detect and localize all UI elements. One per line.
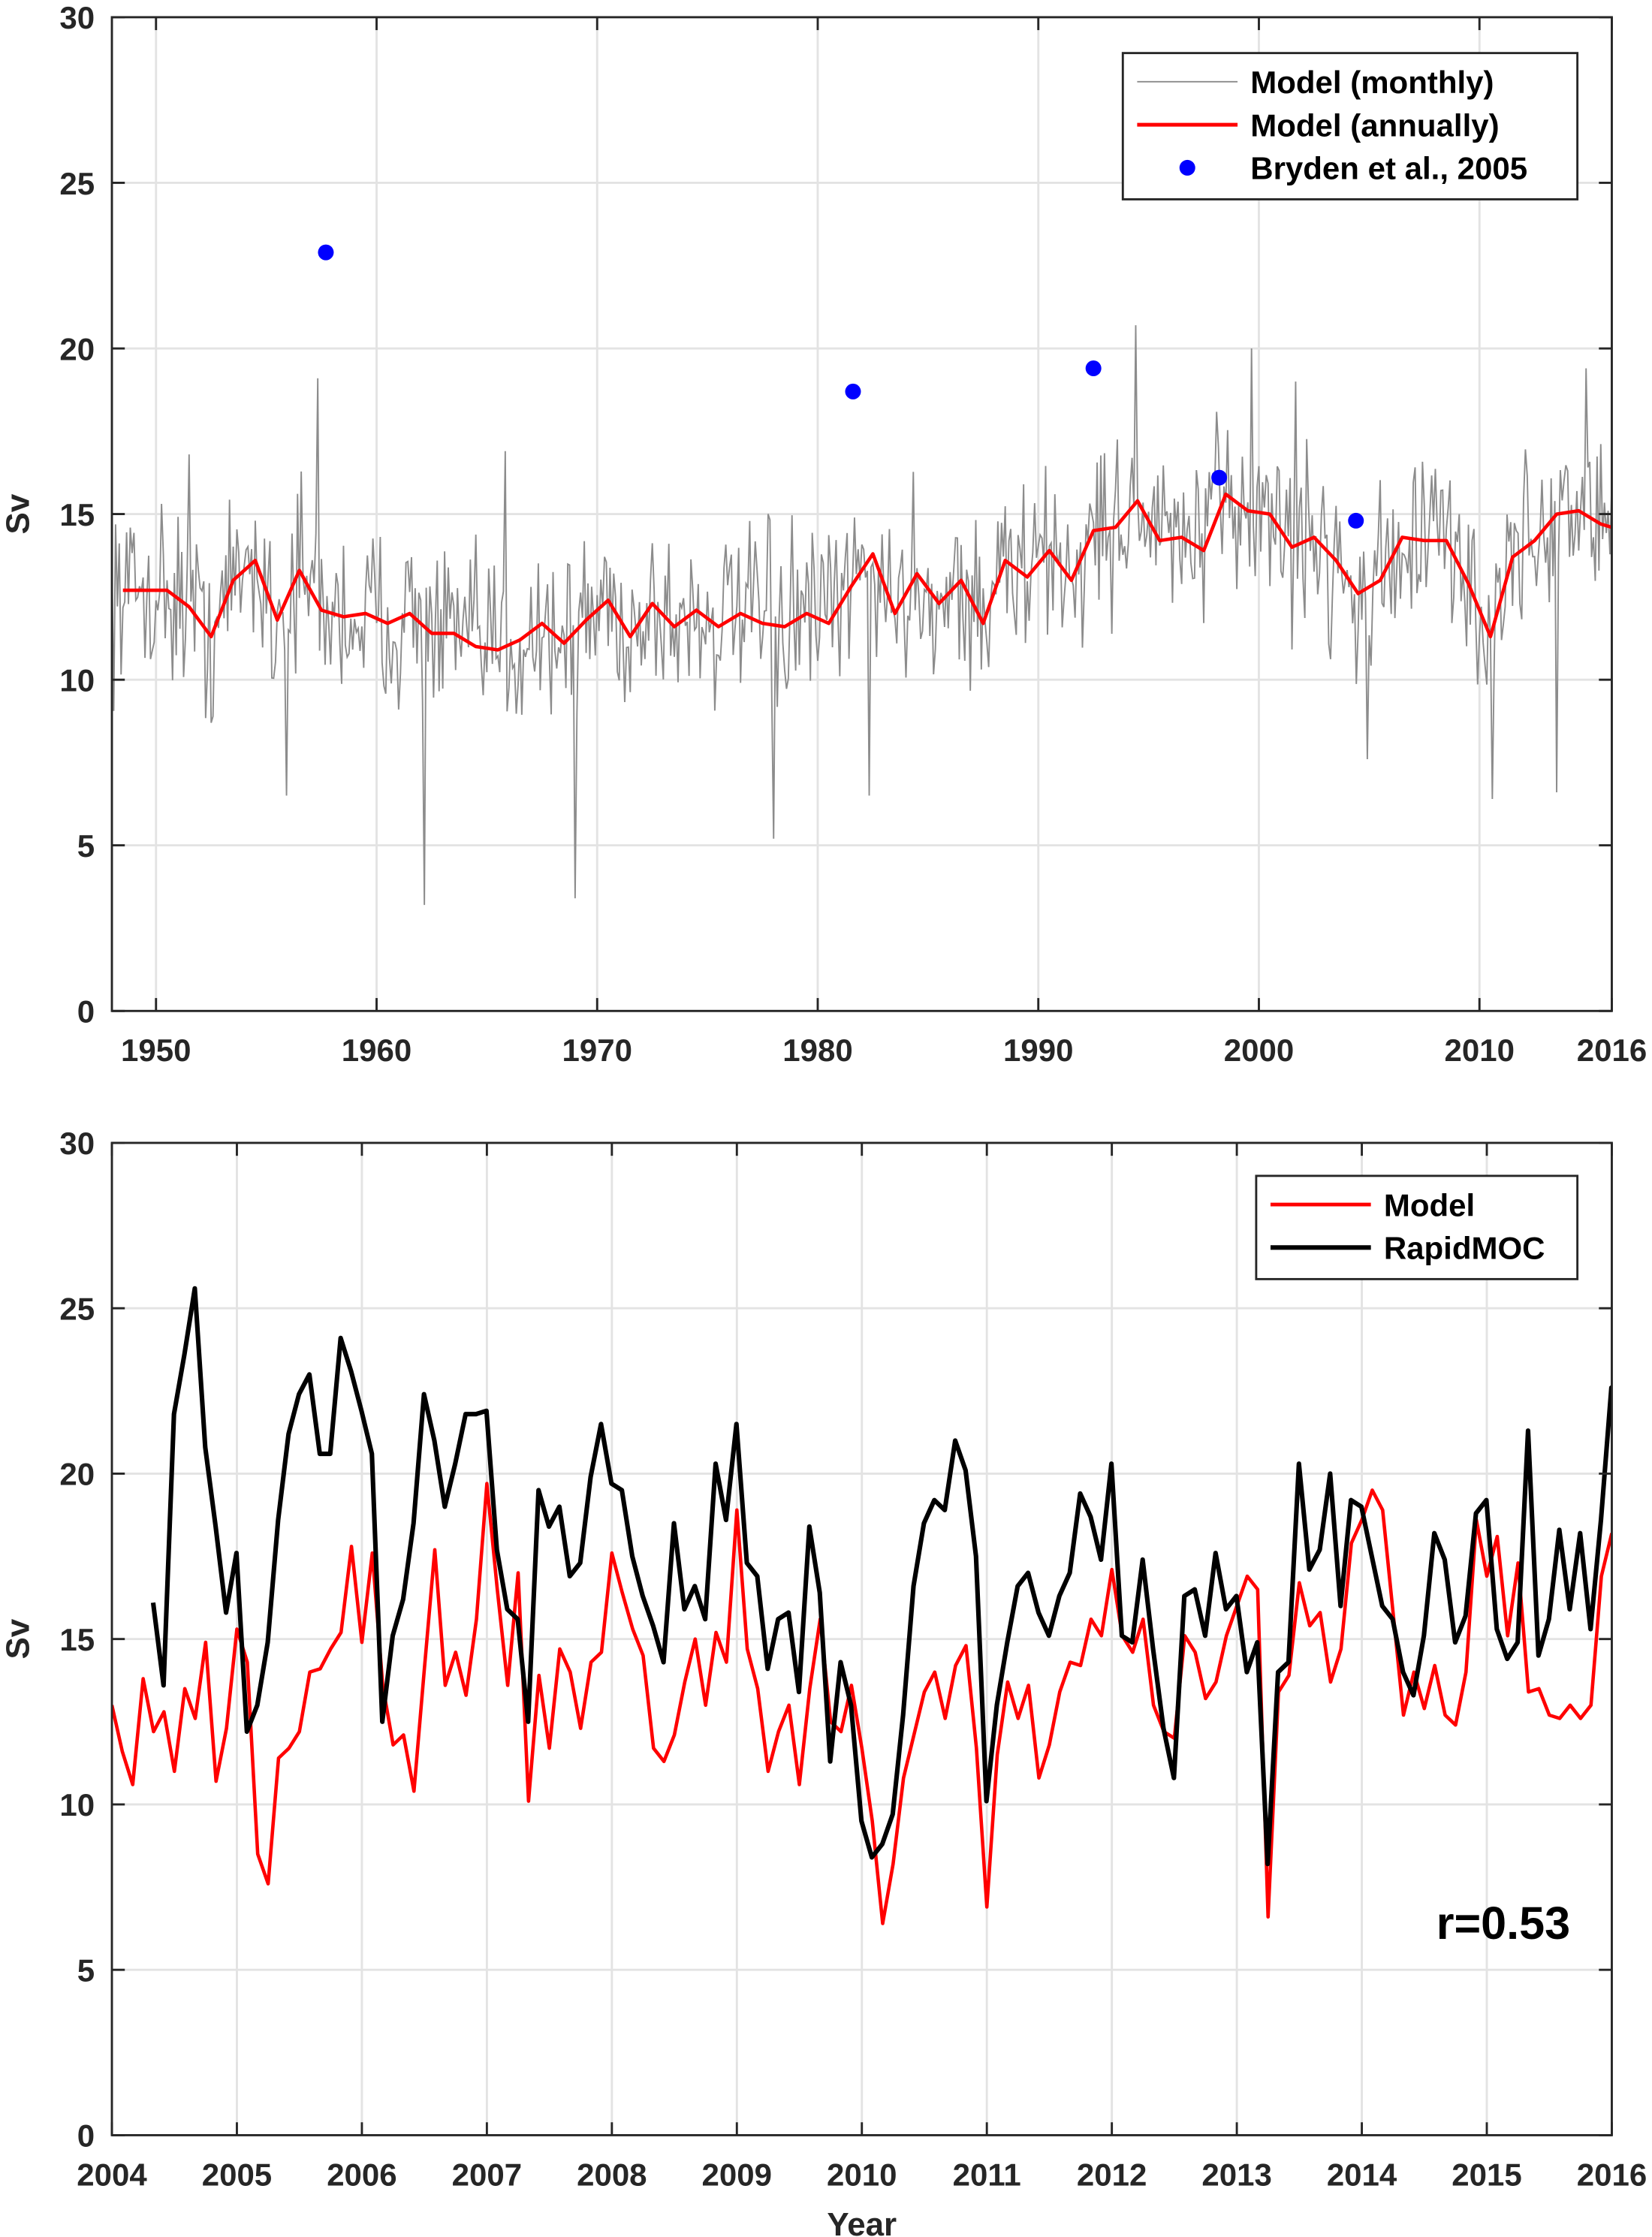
x-tick-label: 2014 bbox=[1327, 2157, 1397, 2192]
x-tick-label: 2013 bbox=[1201, 2157, 1271, 2192]
plot-area bbox=[112, 1286, 1612, 1925]
x-tick-label: 2016 bbox=[1577, 1033, 1647, 1068]
y-tick-label: 0 bbox=[77, 2118, 95, 2154]
legend-box bbox=[1255, 1174, 1579, 1280]
x-axis-label: Year bbox=[827, 2206, 897, 2237]
data-point-bryden bbox=[1211, 469, 1228, 486]
series-line-model-annually- bbox=[122, 492, 1612, 652]
legend-item: Model (annually) bbox=[1137, 107, 1500, 143]
x-tick-label: 2010 bbox=[1445, 1033, 1515, 1068]
y-tick-label: 20 bbox=[59, 1457, 95, 1492]
data-point-bryden bbox=[318, 244, 334, 261]
y-tick-label: 15 bbox=[59, 497, 95, 532]
correlation-annotation: r=0.53 bbox=[1436, 1898, 1570, 1949]
x-tick-label: 2010 bbox=[827, 2157, 897, 2192]
legend-item: Model (monthly) bbox=[1137, 65, 1494, 100]
bottom-chart-panel: 2004 2005 2006 2007 2008 2009 2010 2011 2012 2013… bbox=[0, 1126, 1647, 2237]
x-tick-label: 2007 bbox=[452, 2157, 522, 2192]
plot-area bbox=[112, 244, 1612, 906]
x-tick-label: 2012 bbox=[1077, 2157, 1147, 2192]
series-line-model bbox=[112, 1482, 1612, 1925]
legend: Model (monthly) Model (annually) Bryden et… bbox=[1121, 52, 1579, 200]
legend-label: Bryden et al., 2005 bbox=[1250, 151, 1527, 186]
x-tick-label: 2015 bbox=[1452, 2157, 1521, 2192]
legend-item: RapidMOC bbox=[1270, 1231, 1545, 1266]
y-tick-label: 0 bbox=[77, 994, 95, 1030]
x-tick-label: 2011 bbox=[953, 2157, 1021, 2192]
data-point-bryden bbox=[1085, 360, 1102, 377]
series-line-rapidmoc bbox=[150, 1286, 1612, 1867]
legend-label: RapidMOC bbox=[1384, 1231, 1545, 1266]
y-tick-label: 10 bbox=[59, 662, 95, 698]
x-tick-label: 2016 bbox=[1577, 2157, 1647, 2192]
y-tick-label: 5 bbox=[77, 828, 95, 864]
x-tick-label: 1950 bbox=[121, 1033, 191, 1068]
x-tick-label: 2008 bbox=[577, 2157, 647, 2192]
series-line-model-monthly bbox=[112, 325, 1612, 906]
y-axis-label: Sv bbox=[0, 1618, 36, 1659]
y-tick-label: 30 bbox=[59, 0, 95, 35]
legend: Model RapidMOC bbox=[1255, 1174, 1579, 1280]
y-tick-label: 25 bbox=[59, 166, 95, 201]
data-point-bryden bbox=[845, 383, 861, 399]
legend-item: Bryden et al., 2005 bbox=[1179, 151, 1527, 186]
x-tick-label: 2006 bbox=[327, 2157, 396, 2192]
y-tick-label: 30 bbox=[59, 1126, 95, 1161]
legend-label: Model bbox=[1384, 1187, 1475, 1223]
x-tick-label: 1960 bbox=[342, 1033, 411, 1068]
y-tick-label: 15 bbox=[59, 1622, 95, 1657]
data-point-bryden bbox=[1348, 512, 1364, 529]
y-axis-label: Sv bbox=[0, 493, 36, 534]
x-tick-label: 1980 bbox=[782, 1033, 852, 1068]
legend-label: Model (annually) bbox=[1250, 107, 1499, 143]
x-tick-label: 2005 bbox=[202, 2157, 272, 2192]
x-tick-label: 2009 bbox=[702, 2157, 772, 2192]
x-tick-label: 1970 bbox=[562, 1033, 632, 1068]
y-tick-label: 20 bbox=[59, 331, 95, 366]
y-tick-label: 10 bbox=[59, 1787, 95, 1822]
y-tick-label: 25 bbox=[59, 1291, 95, 1326]
top-chart-panel: 1950 1960 1970 1980 1990 2000 2010 2016 0 5 10 15 20… bbox=[0, 0, 1647, 1068]
x-tick-label: 2000 bbox=[1224, 1033, 1294, 1068]
legend-marker bbox=[1179, 159, 1195, 176]
legend-item: Model bbox=[1270, 1187, 1475, 1223]
x-tick-label: 2004 bbox=[77, 2157, 147, 2192]
legend-label: Model (monthly) bbox=[1250, 65, 1494, 100]
y-tick-label: 5 bbox=[77, 1952, 95, 1988]
x-tick-label: 1990 bbox=[1003, 1033, 1073, 1068]
